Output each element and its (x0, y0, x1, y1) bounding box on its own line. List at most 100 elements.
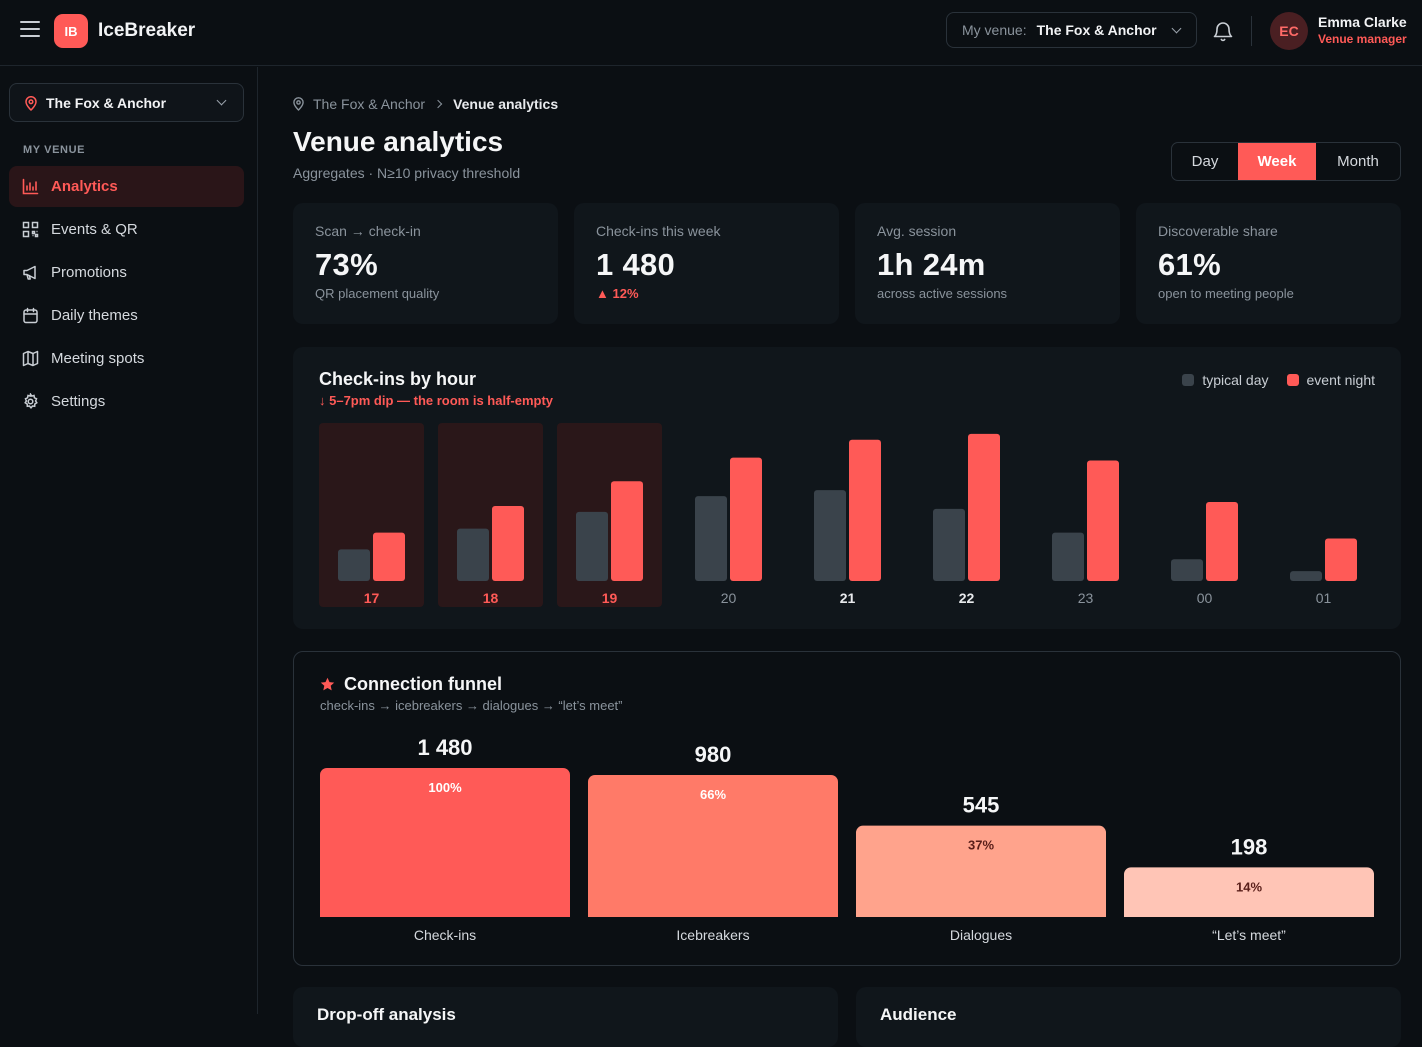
bar-event-20[interactable] (730, 457, 762, 581)
venue-selector[interactable]: My venue: The Fox & Anchor (946, 12, 1197, 48)
sidebar-item-promotions[interactable]: Promotions (9, 252, 244, 293)
legend-label: typical day (1202, 372, 1269, 388)
page-subtitle: Aggregates · N≥10 privacy threshold (293, 165, 521, 181)
connection-funnel-card: Connection funnel check-ins → icebreaker… (293, 651, 1401, 966)
chevron-right-icon (433, 99, 443, 109)
menu-icon[interactable] (20, 21, 40, 37)
sidebar-item-settings[interactable]: Settings (9, 381, 244, 422)
bar-typical-21[interactable] (814, 490, 846, 581)
star-icon (320, 677, 335, 691)
bar-event-22[interactable] (968, 433, 1000, 581)
sidebar-item-meeting-spots[interactable]: Meeting spots (9, 338, 244, 379)
calendar-icon (23, 307, 38, 324)
funnel-title: Connection funnel (320, 674, 502, 695)
kpi-label: Scan → check-in (315, 223, 421, 239)
bar-typical-20[interactable] (695, 496, 727, 581)
funnel-bar[interactable] (1124, 867, 1374, 917)
range-month-button[interactable]: Month (1337, 153, 1379, 170)
kpi-value: 1h 24m (877, 247, 986, 282)
funnel-bar-base (1124, 909, 1374, 917)
range-day-button[interactable]: Day (1191, 153, 1219, 170)
x-tick-label: 23 (1078, 590, 1094, 606)
kpi-value: 73% (315, 247, 378, 282)
funnel-bar[interactable] (588, 775, 838, 917)
chart-subtitle: ↓ 5–7pm dip — the room is half-empty (319, 393, 554, 408)
sidebar-venue-name: The Fox & Anchor (46, 94, 167, 111)
range-week-button[interactable]: Week (1238, 143, 1316, 180)
legend-label: event night (1306, 372, 1376, 388)
bar-typical-19[interactable] (576, 511, 608, 581)
dip-highlight (557, 423, 662, 607)
sidebar-section-title: MY VENUE (23, 144, 86, 156)
bar-typical-00[interactable] (1171, 559, 1203, 581)
bar-typical-01[interactable] (1290, 571, 1322, 581)
funnel-bar-base (588, 909, 838, 917)
dip-highlight (438, 423, 543, 607)
funnel-label: “Let’s meet” (1212, 927, 1286, 943)
bar-event-19[interactable] (611, 481, 643, 581)
breadcrumb-current: Venue analytics (453, 96, 559, 112)
sidebar-item-daily-themes[interactable]: Daily themes (9, 295, 244, 336)
sidebar-item-analytics[interactable]: Analytics (9, 166, 244, 207)
top-bar: IB IceBreaker My venue: The Fox & Anchor… (0, 0, 1422, 66)
kpi-note: across active sessions (877, 286, 1008, 301)
user-name: Emma Clarke (1318, 14, 1407, 30)
kpi-card-scan-checkin: Scan → check-in 73% QR placement quality (293, 203, 558, 324)
sidebar-item-label: Meeting spots (51, 350, 145, 367)
app-logo: IB (54, 14, 88, 48)
funnel-chart: 1 480 100% Check-ins 980 66% Icebreakers 545 37… (320, 735, 1374, 943)
kpi-value: 61% (1158, 247, 1221, 282)
funnel-label: Check-ins (414, 927, 476, 943)
legend-swatch (1182, 374, 1195, 386)
sidebar-item-label: Analytics (51, 178, 118, 195)
sidebar: The Fox & Anchor MY VENUE Analytics Even… (0, 67, 258, 1014)
kpi-card-avg-session: Avg. session 1h 24m across active sessio… (855, 203, 1120, 324)
avatar[interactable]: EC (1270, 12, 1308, 50)
sidebar-item-label: Settings (51, 393, 106, 410)
bar-event-18[interactable] (492, 505, 524, 581)
funnel-bar-base (320, 909, 570, 917)
megaphone-icon (23, 265, 36, 280)
sidebar-venue-selector[interactable]: The Fox & Anchor (9, 83, 244, 122)
funnel-percent: 37% (968, 838, 994, 853)
map-icon (22, 350, 39, 367)
breadcrumb: The Fox & Anchor Venue analytics (293, 96, 558, 112)
kpi-trend: ▲ 12% (596, 286, 639, 301)
kpi-note: QR placement quality (315, 286, 440, 301)
x-tick-label: 17 (364, 590, 380, 606)
funnel-value: 198 (1231, 834, 1268, 859)
kpi-card-discoverable-share: Discoverable share 61% open to meeting p… (1136, 203, 1401, 324)
qr-code-icon (22, 221, 39, 238)
range-toggle: Day Week Month (1171, 142, 1401, 181)
kpi-note: open to meeting people (1158, 286, 1294, 301)
bar-event-21[interactable] (849, 439, 881, 581)
sidebar-item-label: Promotions (51, 264, 127, 281)
sidebar-item-label: Daily themes (51, 307, 138, 324)
funnel-value: 545 (963, 793, 1000, 818)
bar-event-23[interactable] (1087, 460, 1119, 581)
chevron-down-icon (1171, 23, 1182, 34)
bar-typical-17[interactable] (338, 549, 370, 581)
legend-item-typical: typical day (1182, 372, 1269, 388)
bar-typical-23[interactable] (1052, 532, 1084, 581)
breadcrumb-root[interactable]: The Fox & Anchor (313, 96, 426, 112)
funnel-bar[interactable] (320, 768, 570, 917)
x-tick-label: 21 (840, 590, 856, 606)
venue-selector-label: My venue: (962, 22, 1027, 38)
kpi-label: Avg. session (877, 223, 957, 239)
legend-item-event: event night (1286, 372, 1376, 388)
funnel-bar[interactable] (856, 825, 1106, 917)
bar-event-17[interactable] (373, 532, 405, 581)
bar-event-01[interactable] (1325, 538, 1357, 581)
bar-event-00[interactable] (1206, 502, 1238, 581)
funnel-title-text: Connection funnel (344, 674, 502, 694)
main-content: The Fox & Anchor Venue analytics Venue a… (259, 67, 1422, 1047)
dropoff-card-title: Drop-off analysis (317, 1005, 456, 1024)
bar-typical-22[interactable] (933, 508, 965, 581)
bell-icon[interactable] (1213, 20, 1233, 42)
checkins-bar-chart: 17 18 19 20 21 22 23 00 01 (319, 423, 1357, 607)
chart-legend: typical day event night (1164, 372, 1375, 388)
sidebar-item-events-qr[interactable]: Events & QR (9, 209, 244, 250)
bar-typical-18[interactable] (457, 528, 489, 581)
funnel-subtitle: check-ins → icebreakers → dialogues → “l… (320, 698, 623, 713)
